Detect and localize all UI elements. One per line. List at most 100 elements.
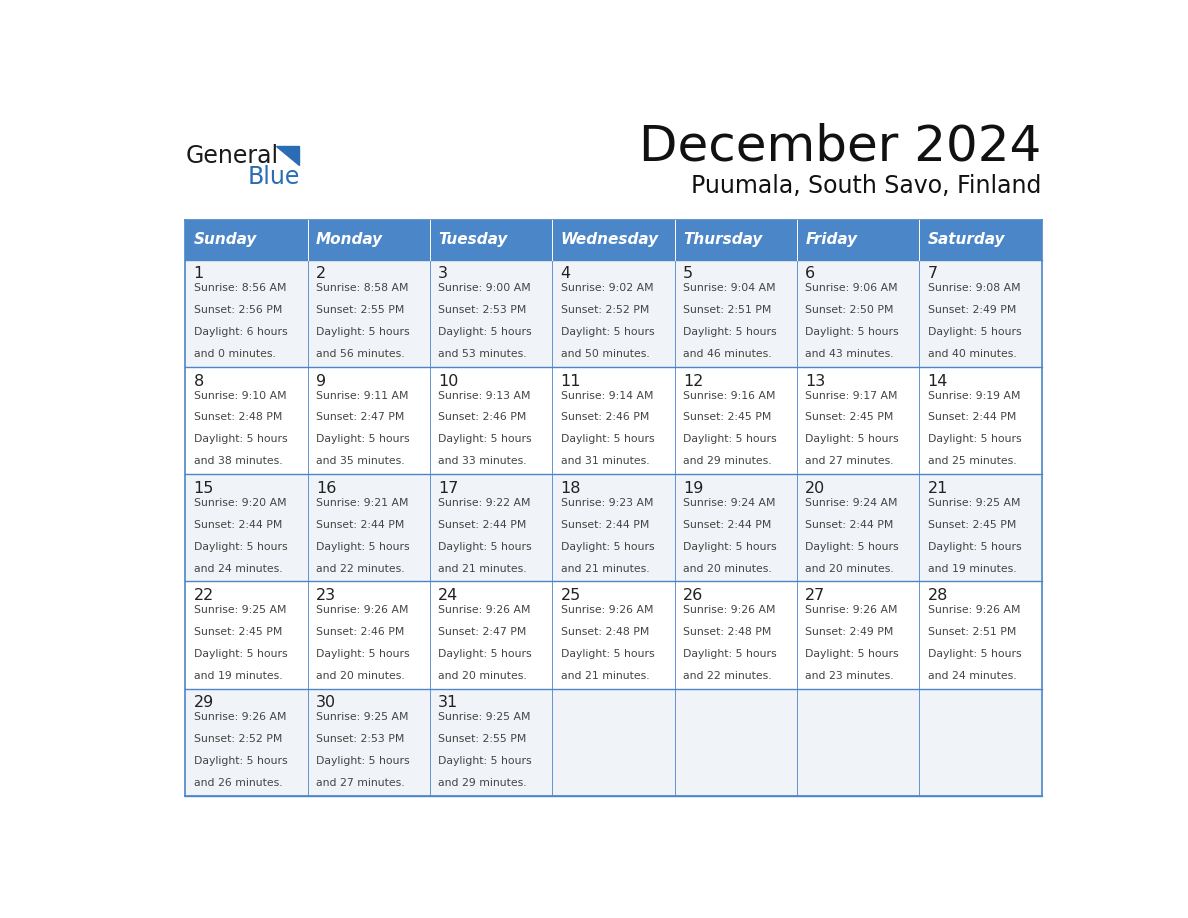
Text: Daylight: 5 hours: Daylight: 5 hours: [805, 542, 899, 552]
Text: Sunday: Sunday: [194, 232, 257, 247]
Text: Daylight: 5 hours: Daylight: 5 hours: [438, 756, 532, 766]
Text: Sunrise: 9:04 AM: Sunrise: 9:04 AM: [683, 284, 776, 294]
Text: and 24 minutes.: and 24 minutes.: [194, 564, 283, 574]
Text: 12: 12: [683, 374, 703, 388]
Text: 31: 31: [438, 695, 459, 710]
Text: Sunset: 2:48 PM: Sunset: 2:48 PM: [194, 412, 282, 422]
Bar: [430, 219, 552, 260]
Text: 8: 8: [194, 374, 204, 388]
Text: Sunset: 2:46 PM: Sunset: 2:46 PM: [438, 412, 526, 422]
Text: Sunset: 2:49 PM: Sunset: 2:49 PM: [928, 306, 1016, 315]
Text: Sunrise: 9:02 AM: Sunrise: 9:02 AM: [561, 284, 653, 294]
Text: Sunset: 2:45 PM: Sunset: 2:45 PM: [683, 412, 771, 422]
Bar: [675, 688, 797, 796]
Text: 3: 3: [438, 266, 448, 282]
Text: 4: 4: [561, 266, 570, 282]
Text: Sunset: 2:51 PM: Sunset: 2:51 PM: [928, 627, 1016, 637]
Bar: [552, 219, 675, 260]
Text: 15: 15: [194, 481, 214, 496]
Bar: [552, 475, 675, 581]
Text: Daylight: 5 hours: Daylight: 5 hours: [438, 542, 532, 552]
Text: 6: 6: [805, 266, 815, 282]
Text: Sunrise: 9:26 AM: Sunrise: 9:26 AM: [438, 605, 531, 615]
Text: 10: 10: [438, 374, 459, 388]
Text: Daylight: 5 hours: Daylight: 5 hours: [683, 649, 777, 659]
Text: Sunset: 2:52 PM: Sunset: 2:52 PM: [194, 734, 282, 744]
Text: 25: 25: [561, 588, 581, 603]
Bar: [430, 688, 552, 796]
Text: Daylight: 5 hours: Daylight: 5 hours: [194, 434, 287, 444]
Text: 5: 5: [683, 266, 693, 282]
Text: Tuesday: Tuesday: [438, 232, 507, 247]
Text: Saturday: Saturday: [928, 232, 1005, 247]
Bar: [185, 260, 308, 367]
Text: and 27 minutes.: and 27 minutes.: [316, 778, 405, 788]
Text: and 27 minutes.: and 27 minutes.: [805, 456, 893, 466]
Text: Sunrise: 9:06 AM: Sunrise: 9:06 AM: [805, 284, 898, 294]
Text: Sunset: 2:46 PM: Sunset: 2:46 PM: [561, 412, 649, 422]
Text: and 22 minutes.: and 22 minutes.: [316, 564, 405, 574]
Bar: [308, 260, 430, 367]
Text: Sunrise: 9:24 AM: Sunrise: 9:24 AM: [683, 498, 776, 508]
Bar: [308, 367, 430, 475]
Text: and 20 minutes.: and 20 minutes.: [438, 671, 527, 681]
Text: Daylight: 5 hours: Daylight: 5 hours: [194, 542, 287, 552]
Text: Sunset: 2:46 PM: Sunset: 2:46 PM: [316, 627, 404, 637]
Bar: [920, 581, 1042, 688]
Text: and 20 minutes.: and 20 minutes.: [683, 564, 772, 574]
Text: Sunset: 2:48 PM: Sunset: 2:48 PM: [683, 627, 771, 637]
Text: Wednesday: Wednesday: [561, 232, 658, 247]
Text: and 20 minutes.: and 20 minutes.: [316, 671, 405, 681]
Text: Thursday: Thursday: [683, 232, 763, 247]
Text: Sunrise: 9:26 AM: Sunrise: 9:26 AM: [194, 712, 286, 722]
Text: Daylight: 5 hours: Daylight: 5 hours: [561, 434, 655, 444]
Text: Sunrise: 8:56 AM: Sunrise: 8:56 AM: [194, 284, 286, 294]
Text: Daylight: 5 hours: Daylight: 5 hours: [316, 649, 410, 659]
Bar: [675, 475, 797, 581]
Text: Sunset: 2:53 PM: Sunset: 2:53 PM: [316, 734, 404, 744]
Text: and 31 minutes.: and 31 minutes.: [561, 456, 649, 466]
Text: Daylight: 5 hours: Daylight: 5 hours: [316, 434, 410, 444]
Text: Sunrise: 9:24 AM: Sunrise: 9:24 AM: [805, 498, 898, 508]
Text: and 20 minutes.: and 20 minutes.: [805, 564, 895, 574]
Bar: [308, 581, 430, 688]
Text: Sunrise: 9:25 AM: Sunrise: 9:25 AM: [928, 498, 1020, 508]
Text: 29: 29: [194, 695, 214, 710]
Text: Sunrise: 9:25 AM: Sunrise: 9:25 AM: [316, 712, 409, 722]
Text: and 46 minutes.: and 46 minutes.: [683, 349, 771, 359]
Text: Daylight: 5 hours: Daylight: 5 hours: [805, 649, 899, 659]
Text: 17: 17: [438, 481, 459, 496]
Text: Sunrise: 9:19 AM: Sunrise: 9:19 AM: [928, 390, 1020, 400]
Text: Puumala, South Savo, Finland: Puumala, South Savo, Finland: [691, 174, 1042, 197]
Text: 21: 21: [928, 481, 948, 496]
Text: Daylight: 5 hours: Daylight: 5 hours: [194, 649, 287, 659]
Text: and 24 minutes.: and 24 minutes.: [928, 671, 1016, 681]
Text: 22: 22: [194, 588, 214, 603]
Text: Sunrise: 8:58 AM: Sunrise: 8:58 AM: [316, 284, 409, 294]
Text: Sunset: 2:50 PM: Sunset: 2:50 PM: [805, 306, 893, 315]
Text: Daylight: 5 hours: Daylight: 5 hours: [683, 434, 777, 444]
Text: December 2024: December 2024: [639, 123, 1042, 171]
Text: 7: 7: [928, 266, 937, 282]
Text: and 19 minutes.: and 19 minutes.: [928, 564, 1016, 574]
Text: Daylight: 5 hours: Daylight: 5 hours: [683, 328, 777, 337]
Text: Daylight: 5 hours: Daylight: 5 hours: [805, 328, 899, 337]
Text: and 0 minutes.: and 0 minutes.: [194, 349, 276, 359]
Text: Sunset: 2:53 PM: Sunset: 2:53 PM: [438, 306, 526, 315]
Text: and 21 minutes.: and 21 minutes.: [561, 671, 649, 681]
Text: 20: 20: [805, 481, 826, 496]
Text: and 35 minutes.: and 35 minutes.: [316, 456, 405, 466]
Text: Daylight: 5 hours: Daylight: 5 hours: [561, 542, 655, 552]
Text: Monday: Monday: [316, 232, 383, 247]
Text: Daylight: 5 hours: Daylight: 5 hours: [194, 756, 287, 766]
Text: 30: 30: [316, 695, 336, 710]
Text: 26: 26: [683, 588, 703, 603]
Text: Daylight: 5 hours: Daylight: 5 hours: [928, 649, 1022, 659]
Bar: [797, 688, 920, 796]
Bar: [185, 581, 308, 688]
Text: Daylight: 5 hours: Daylight: 5 hours: [316, 328, 410, 337]
Text: Sunset: 2:55 PM: Sunset: 2:55 PM: [438, 734, 526, 744]
Text: Daylight: 5 hours: Daylight: 5 hours: [316, 542, 410, 552]
Text: 16: 16: [316, 481, 336, 496]
Text: Sunset: 2:52 PM: Sunset: 2:52 PM: [561, 306, 649, 315]
